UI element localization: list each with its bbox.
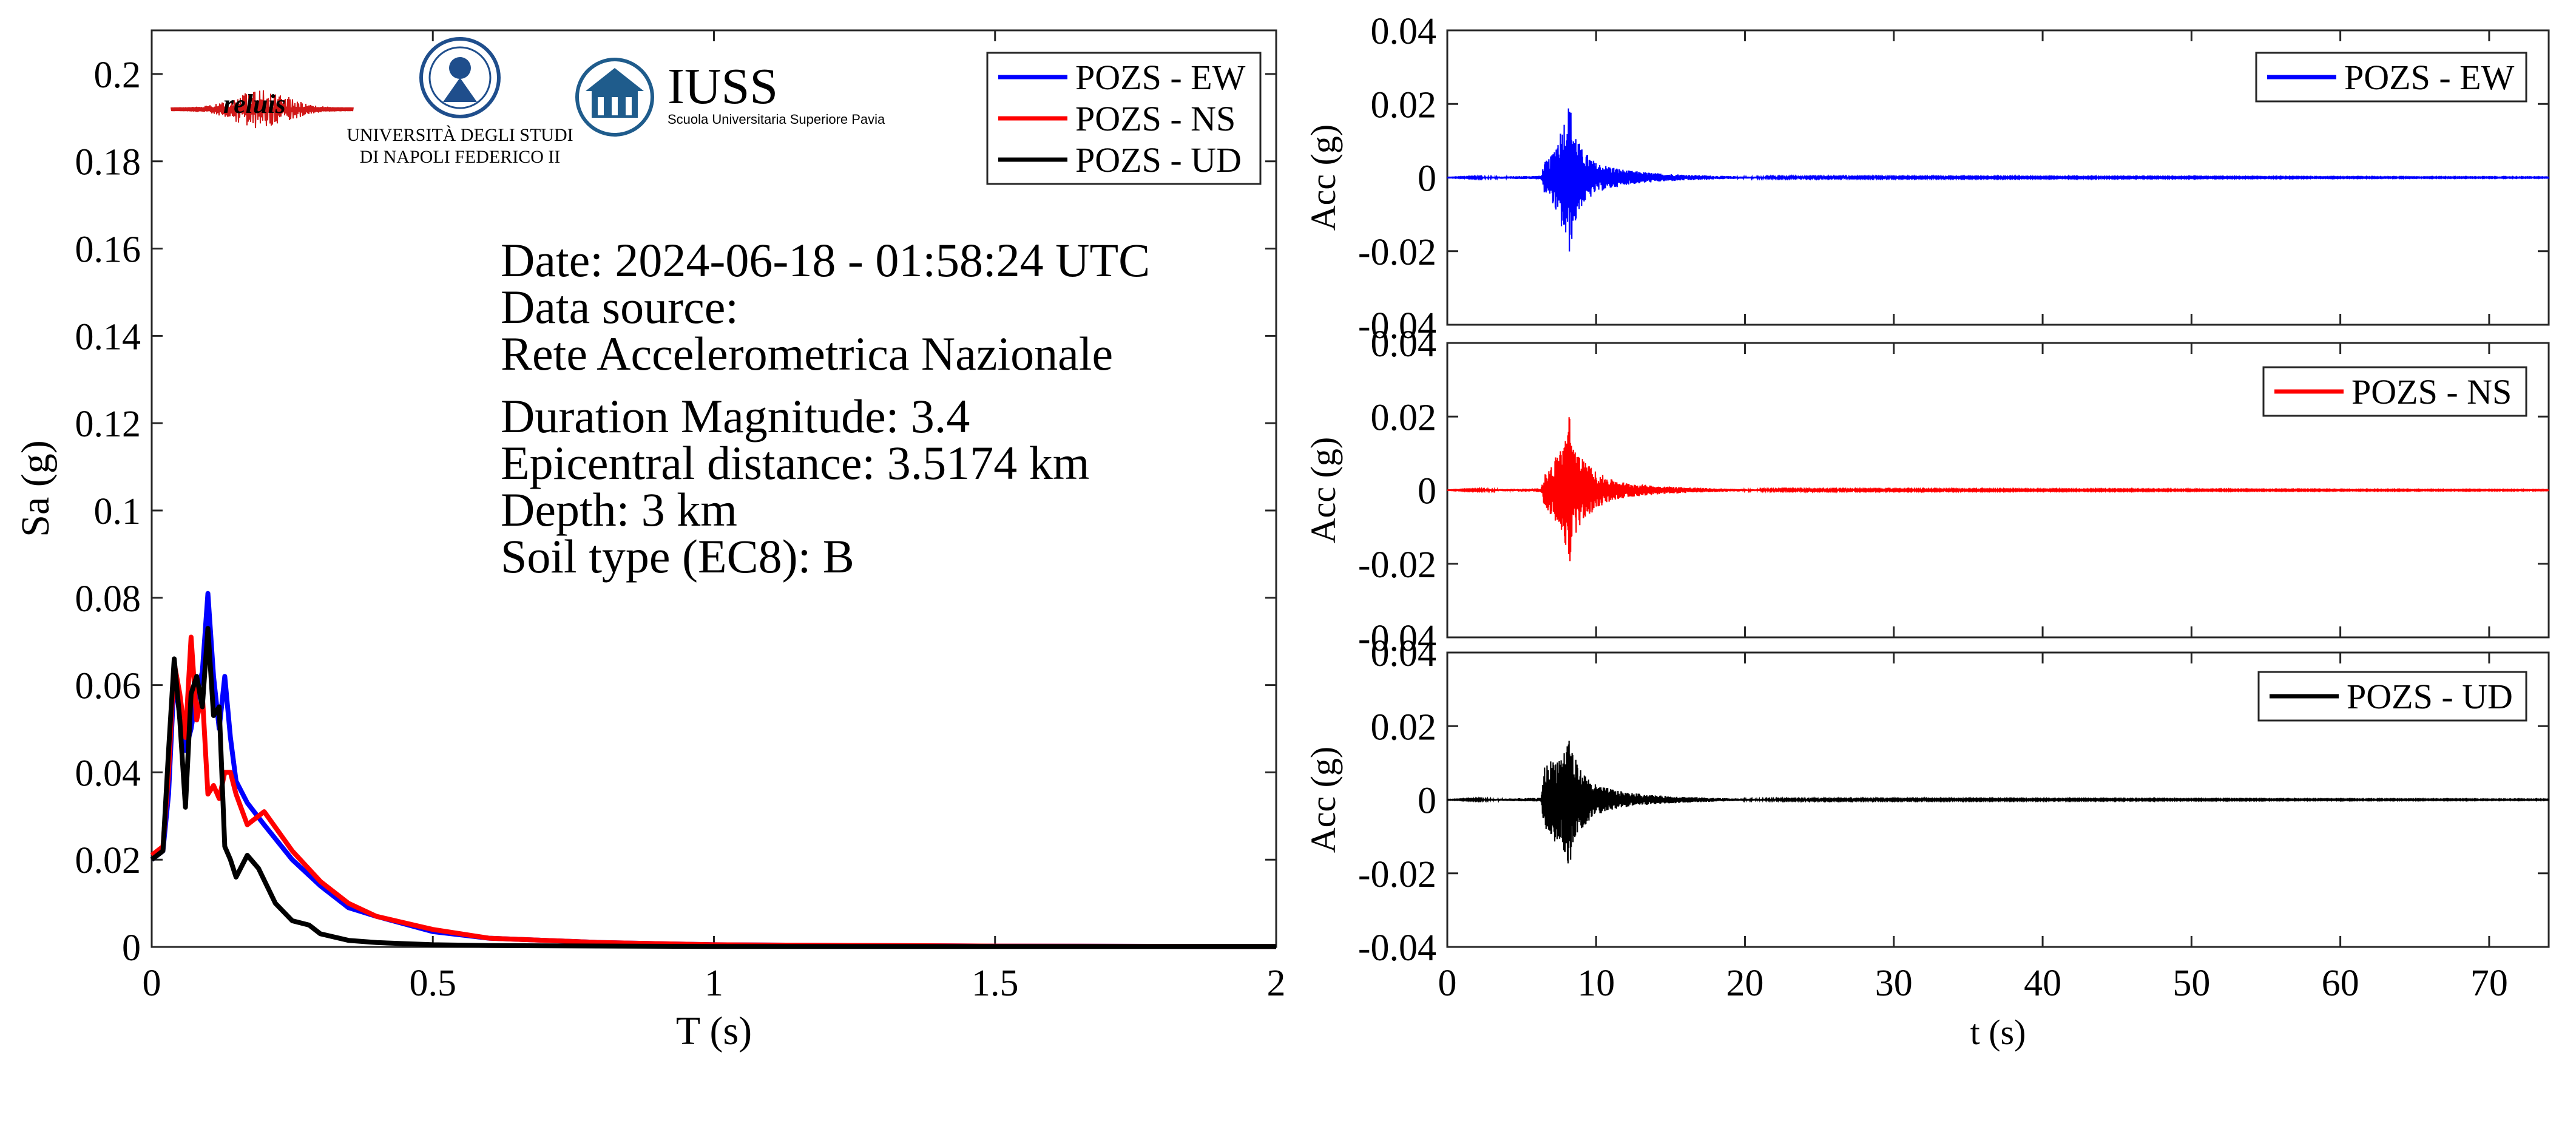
y-tick-label: 0.1: [94, 491, 141, 532]
iuss-logo-title: IUSS: [668, 58, 778, 115]
y-tick-label: 0.02: [1371, 84, 1437, 126]
iuss-logo-subtitle: Scuola Universitaria Superiore Pavia: [668, 112, 885, 127]
accelerogram-trace: [1447, 108, 2549, 252]
accelerogram-trace: [1447, 417, 2549, 561]
x-tick-label: 70: [2470, 963, 2508, 1004]
unina-seal-icon: [419, 37, 501, 118]
y-tick-label: 0.04: [1371, 324, 1437, 365]
accelerogram-trace: [1447, 741, 2549, 864]
event-source: Rete Accelerometrica Nazionale: [501, 327, 1113, 380]
legend-label: POZS - EW: [2344, 58, 2515, 97]
x-tick-label: 0.5: [410, 963, 457, 1004]
y-tick-label: 0.04: [75, 753, 141, 794]
x-tick-label: 20: [1726, 963, 1764, 1004]
y-tick-label: -0.04: [1358, 618, 1436, 659]
y-tick-label: 0: [1418, 158, 1436, 200]
accelerogram-ud-chart: -0.04 -0.02 0 0.02 0.04 0 10 20 30 40 50 60 70 Acc (g…: [1303, 633, 2550, 1052]
x-tick-label: 10: [1577, 963, 1615, 1004]
reluis-wave-line: [171, 90, 354, 129]
spectrum-line-ew: [150, 591, 1277, 949]
x-tick-label: 0: [1438, 963, 1457, 1004]
y-tick-label: 0.14: [75, 316, 141, 358]
legend-box: [986, 52, 1262, 185]
y-tick-label: 0.08: [75, 578, 141, 620]
response-spectrum-chart: 0 0.02 0.04 0.06 0.08 0.1 0.12 0.14 0.16 0.18 0.2 0…: [13, 29, 1286, 1053]
y-tick-label: -0.04: [1358, 305, 1436, 347]
unina-logo-line1: UNIVERSITÀ DEGLI STUDI: [347, 125, 573, 145]
y-tick-label: 0.2: [94, 55, 141, 96]
y-tick-label: 0.16: [75, 229, 141, 271]
y-axis-label: Acc (g): [1303, 437, 1343, 544]
spectrum-line-ud: [150, 626, 1276, 949]
unina-logo-line2: DI NAPOLI FEDERICO II: [360, 147, 561, 167]
x-tick-label: 60: [2322, 963, 2359, 1004]
x-tick-label: 30: [1875, 963, 1913, 1004]
legend-label: POZS - NS: [2351, 372, 2512, 412]
unina-logo: UNIVERSITÀ DEGLI STUDI DI NAPOLI FEDERIC…: [347, 37, 573, 167]
y-tick-label: 0.04: [1371, 11, 1437, 52]
y-axis-label: Acc (g): [1303, 124, 1343, 231]
event-depth: Depth: 3 km: [501, 483, 737, 536]
x-axis-label: t (s): [1970, 1012, 2026, 1052]
y-axis-label: Acc (g): [1303, 747, 1343, 853]
x-tick-label: 2: [1267, 963, 1286, 1004]
legend-label: POZS - UD: [1075, 140, 1242, 180]
y-tick-label: 0.02: [75, 840, 141, 881]
reluis-logo: reluis: [171, 89, 354, 129]
y-tick-label: -0.04: [1358, 928, 1436, 969]
event-soil-type: Soil type (EC8): B: [501, 530, 854, 583]
y-tick-label: -0.02: [1358, 232, 1436, 273]
event-date: Date: 2024-06-18 - 01:58:24 UTC: [501, 234, 1150, 287]
event-distance: Epicentral distance: 3.5174 km: [501, 436, 1089, 489]
accelerogram-ns-chart: -0.04 -0.02 0 0.02 0.04 Acc (g) POZS - NS: [1303, 324, 2550, 659]
y-tick-label: 0.04: [1371, 633, 1437, 674]
y-tick-label: 0.18: [75, 142, 141, 183]
y-tick-label: -0.02: [1358, 544, 1436, 586]
y-tick-label: 0.12: [75, 404, 141, 445]
y-tick-label: 0: [1418, 471, 1436, 512]
y-tick-label: 0.02: [1371, 397, 1437, 438]
legend-label: POZS - EW: [1075, 58, 1246, 97]
legend-label: POZS - UD: [2347, 677, 2513, 716]
y-tick-label: 0: [1418, 781, 1436, 822]
x-tick-label: 1: [705, 963, 723, 1004]
y-tick-label: -0.02: [1358, 854, 1436, 895]
y-tick-label: 0: [122, 928, 141, 969]
y-axis-label: Sa (g): [13, 440, 58, 537]
x-tick-label: 40: [2024, 963, 2061, 1004]
y-tick-label: 0.06: [75, 666, 141, 707]
x-axis-label: T (s): [676, 1009, 752, 1053]
spectrum-line-ns: [150, 634, 1277, 949]
iuss-logo: IUSS Scuola Universitaria Superiore Pavi…: [575, 58, 885, 137]
x-tick-label: 50: [2172, 963, 2210, 1004]
legend-label: POZS - NS: [1075, 99, 1236, 138]
y-tick-label: 0.02: [1371, 707, 1437, 748]
event-magnitude: Duration Magnitude: 3.4: [501, 390, 970, 443]
iuss-building-icon: [575, 58, 654, 137]
x-tick-label: 0: [143, 963, 161, 1004]
x-tick-label: 1.5: [972, 963, 1019, 1004]
reluis-logo-text: reluis: [223, 89, 286, 119]
event-info: Date: 2024-06-18 - 01:58:24 UTC Data sou…: [501, 234, 1150, 583]
reluis-waveform-icon: [171, 90, 354, 129]
event-source-label: Data source:: [501, 280, 739, 333]
accelerogram-ew-chart: -0.04 -0.02 0 0.02 0.04 Acc (g) POZS - EW: [1303, 11, 2550, 347]
